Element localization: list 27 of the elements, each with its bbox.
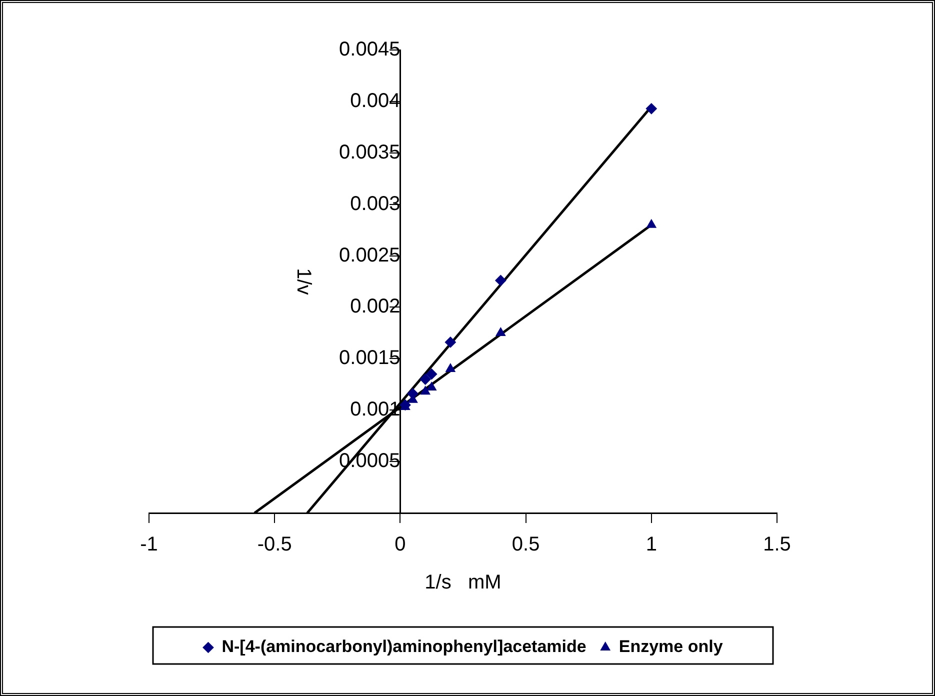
point bbox=[420, 386, 430, 395]
y-tick-label: 0.004 bbox=[350, 90, 400, 112]
y-tick-label: 0.0025 bbox=[339, 244, 400, 266]
x-axis-title: 1/s mM bbox=[424, 572, 502, 594]
x-tick-label: 1.5 bbox=[763, 534, 791, 556]
y-tick-label: 0.003 bbox=[350, 192, 400, 215]
x-tick-label: 0 bbox=[394, 534, 406, 556]
point bbox=[495, 274, 506, 286]
y-axis-title: 1/v bbox=[292, 268, 315, 295]
legend-label: Enzyme only bbox=[618, 637, 724, 656]
point bbox=[426, 368, 438, 380]
legend-label: N-[4-(aminocarbonyl)aminophenyl]acetamide bbox=[222, 637, 586, 656]
point bbox=[646, 103, 657, 114]
x-tick-label: 0.5 bbox=[512, 534, 540, 556]
y-tick-label: 0.0035 bbox=[339, 141, 400, 164]
y-tick-label: 0.0045 bbox=[339, 38, 400, 61]
point bbox=[420, 374, 431, 385]
x-tick-label: 1 bbox=[646, 534, 657, 556]
y-tick-label: 0.002 bbox=[350, 296, 400, 318]
x-tick-label: -1 bbox=[140, 534, 158, 556]
point bbox=[646, 219, 656, 228]
point bbox=[444, 336, 456, 348]
x-tick-label: -0.5 bbox=[257, 534, 292, 556]
point bbox=[496, 327, 506, 336]
point bbox=[426, 382, 436, 390]
point bbox=[446, 363, 456, 372]
y-tick-label: 0.0015 bbox=[339, 347, 400, 370]
